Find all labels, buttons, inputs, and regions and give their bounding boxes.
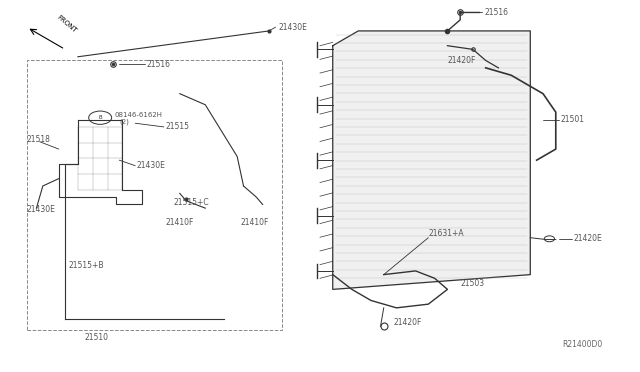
Text: 21503: 21503	[460, 279, 484, 288]
Text: 21510: 21510	[84, 333, 108, 342]
Text: 21430E: 21430E	[278, 23, 307, 32]
Text: B: B	[99, 115, 102, 120]
Text: 21420F: 21420F	[394, 318, 422, 327]
Text: 21420F: 21420F	[447, 56, 476, 65]
Polygon shape	[333, 31, 531, 289]
Text: 21501: 21501	[561, 115, 585, 124]
Text: 21410F: 21410F	[241, 218, 269, 227]
Text: 21631+A: 21631+A	[428, 230, 464, 238]
Text: 21420E: 21420E	[573, 234, 602, 243]
Text: 21410F: 21410F	[166, 218, 194, 227]
Text: 21518: 21518	[27, 135, 51, 144]
Text: 21430E: 21430E	[136, 161, 165, 170]
Text: (2): (2)	[119, 118, 129, 125]
Text: 21515: 21515	[166, 122, 190, 131]
Text: 21515+C: 21515+C	[173, 198, 209, 207]
Text: 21516: 21516	[484, 8, 508, 17]
Text: 08146-6162H: 08146-6162H	[115, 112, 163, 118]
Text: 21515+B: 21515+B	[68, 261, 104, 270]
Text: 21516: 21516	[147, 60, 171, 69]
Text: FRONT: FRONT	[56, 14, 77, 34]
Text: 21430E: 21430E	[27, 205, 56, 215]
Text: R21400D0: R21400D0	[562, 340, 602, 349]
